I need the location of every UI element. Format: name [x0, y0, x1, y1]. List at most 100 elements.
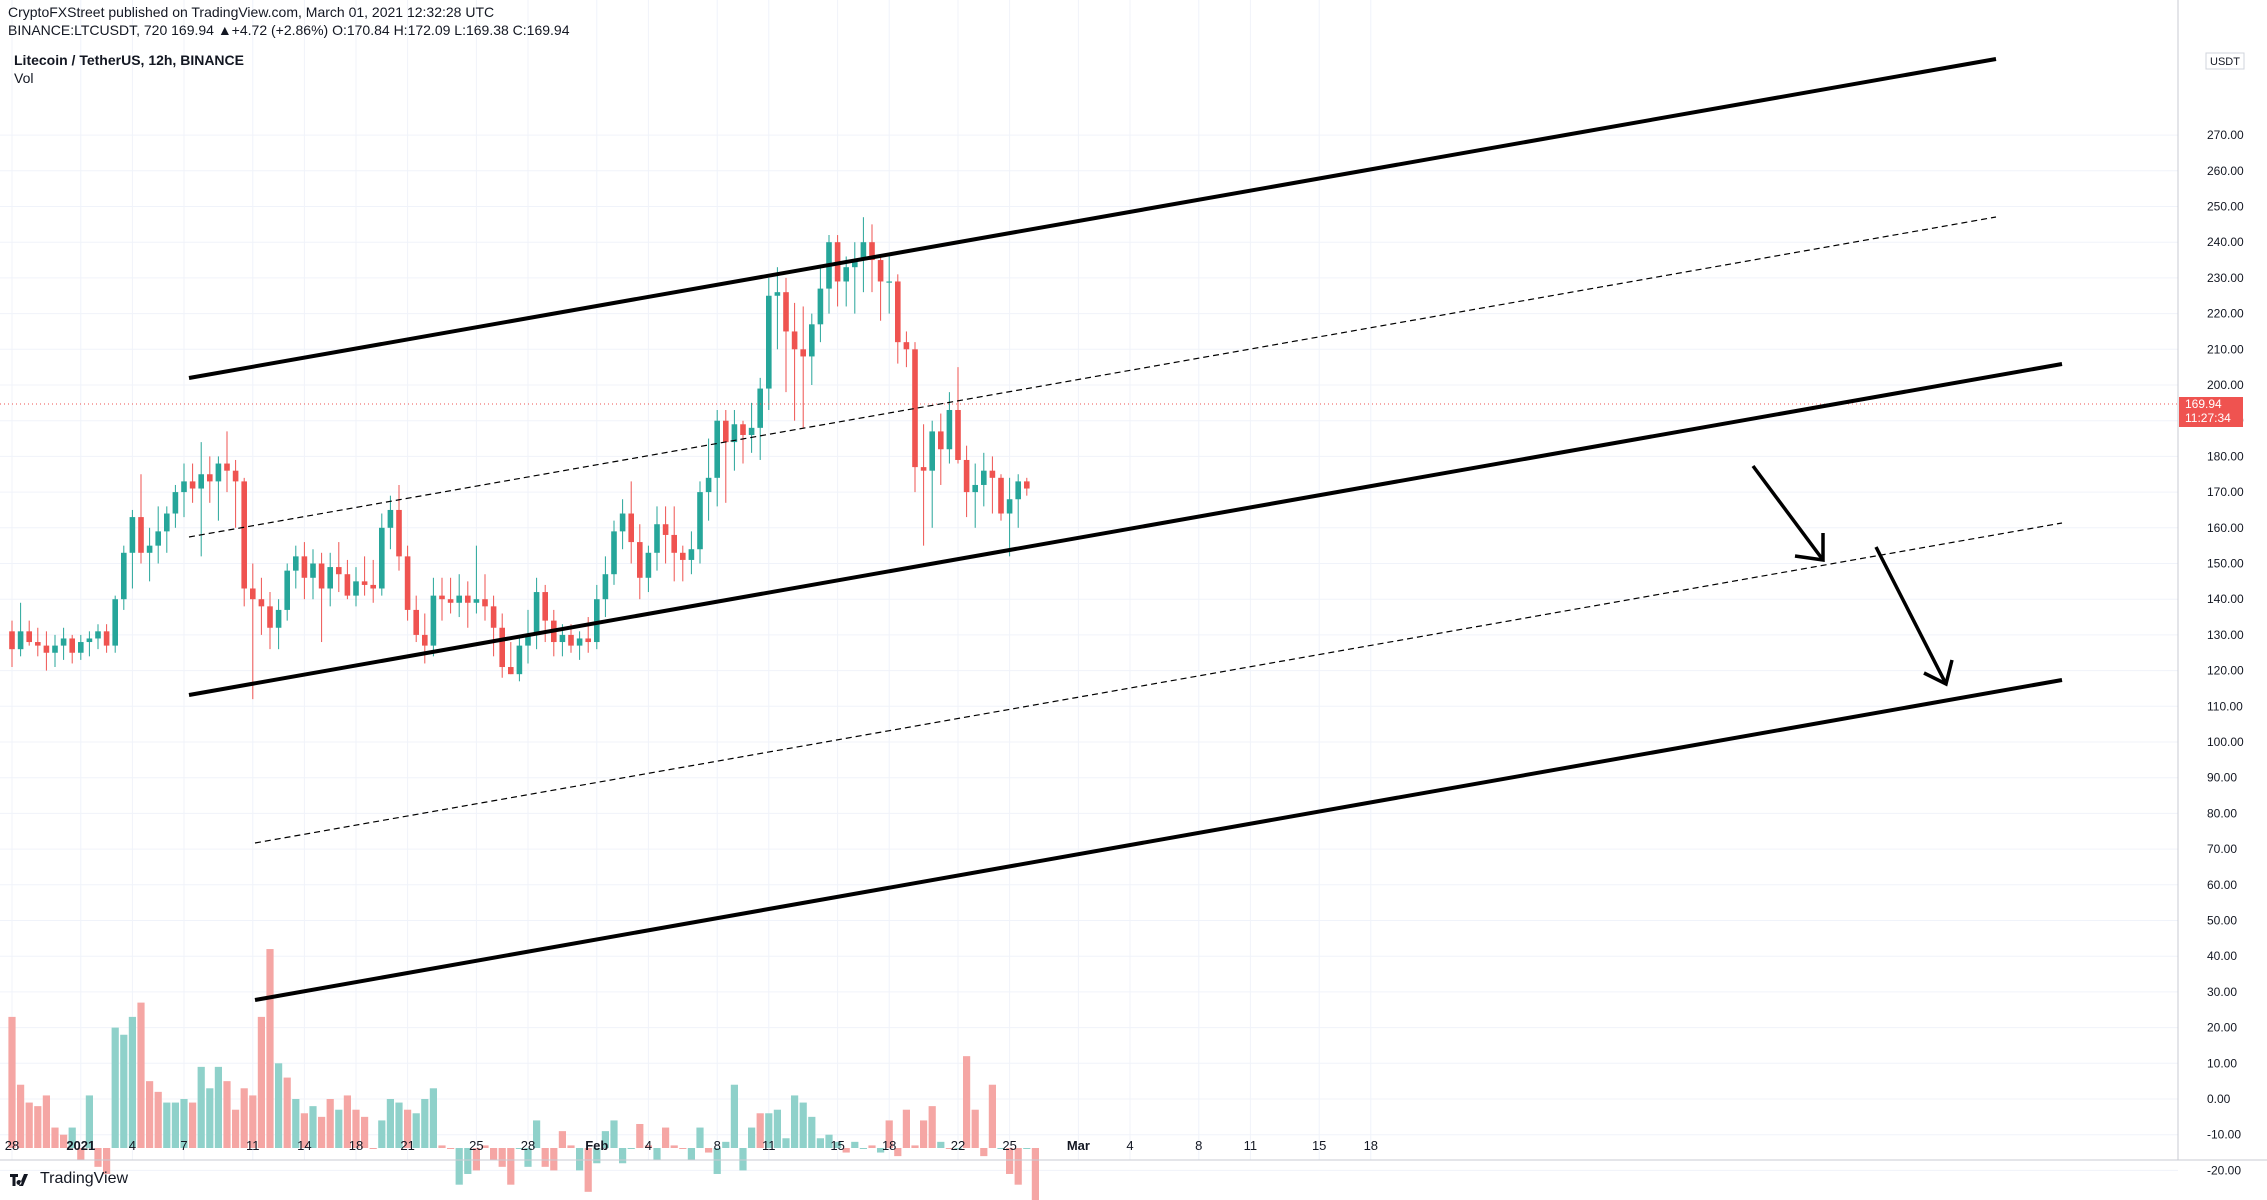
volume-bar — [343, 1095, 351, 1148]
volume-bar — [610, 1120, 618, 1148]
candle — [576, 631, 583, 660]
volume-bar — [533, 1120, 541, 1148]
candle — [757, 377, 763, 460]
candle — [301, 542, 308, 600]
tradingview-logo[interactable]: TradingView — [10, 1170, 128, 1188]
volume-bar — [206, 1088, 214, 1148]
volume-bar — [911, 1145, 919, 1148]
candle-body — [327, 567, 333, 589]
price-tick-label: 250.00 — [2207, 200, 2244, 214]
candle — [602, 556, 609, 618]
candle — [594, 584, 600, 650]
candle — [172, 484, 179, 528]
candle — [499, 613, 505, 678]
candle-body — [860, 242, 867, 261]
time-tick-label: 11 — [1244, 1138, 1258, 1153]
candle — [473, 545, 480, 614]
volume-bar — [386, 1099, 394, 1148]
candle — [697, 481, 703, 564]
price-tick-label: 50.00 — [2207, 914, 2237, 928]
volume-bar — [421, 1099, 429, 1148]
volume-bar — [146, 1081, 154, 1148]
candle-body — [121, 552, 127, 600]
candle-body — [241, 481, 247, 589]
candle — [267, 592, 273, 650]
volume-bars — [8, 949, 1039, 1200]
volume-bar — [8, 1016, 16, 1148]
candle-body — [783, 292, 789, 332]
time-tick-label: 25 — [469, 1138, 483, 1153]
volume-bar — [1006, 1148, 1014, 1174]
time-tick-label: 28 — [5, 1138, 19, 1153]
volume-bar — [748, 1127, 756, 1148]
price-axis-unit-label: USDT — [2210, 56, 2240, 68]
volume-bar — [60, 1134, 68, 1148]
volume-legend[interactable]: Vol — [14, 70, 33, 86]
candle-body — [172, 492, 179, 514]
candle-body — [344, 574, 351, 596]
candle — [310, 549, 316, 600]
candle — [714, 409, 720, 507]
candle-body — [852, 260, 858, 268]
time-tick-label: 15 — [1312, 1138, 1326, 1153]
candle — [903, 331, 910, 368]
volume-bar — [885, 1120, 893, 1148]
volume-bar — [593, 1148, 601, 1164]
projection-arrowhead-2 — [1923, 659, 1954, 687]
candle — [284, 563, 290, 621]
time-tick-label: 28 — [521, 1138, 535, 1153]
time-tick-label: 18 — [349, 1138, 363, 1153]
time-tick-label: 14 — [297, 1138, 311, 1153]
ohlc-readout: BINANCE:LTCUSDT, 720 169.94 ▲+4.72 (+2.8… — [8, 22, 570, 38]
candle-body — [473, 599, 480, 603]
candle-body — [422, 634, 428, 646]
price-tick-label: 120.00 — [2207, 664, 2244, 678]
candle-body — [757, 388, 763, 428]
channel-lower-line — [254, 678, 2063, 1002]
volume-bar — [300, 1113, 308, 1148]
volume-bar — [412, 1113, 420, 1148]
candle-body — [869, 242, 875, 261]
candle — [671, 506, 677, 582]
candle — [912, 342, 918, 493]
candle-body — [103, 631, 110, 646]
candle-body — [533, 592, 540, 635]
candle — [860, 217, 867, 293]
volume-bar — [773, 1109, 781, 1148]
candle — [258, 577, 265, 635]
symbol-legend[interactable]: Litecoin / TetherUS, 12h, BINANCE — [14, 52, 244, 68]
candle — [705, 438, 712, 521]
price-tick-label: 40.00 — [2207, 949, 2237, 963]
candle-body — [318, 563, 325, 589]
volume-bar — [808, 1116, 816, 1148]
candle — [662, 506, 669, 564]
candle — [138, 474, 144, 564]
volume-bar — [713, 1148, 721, 1174]
candle — [886, 256, 892, 314]
volume-bar — [455, 1148, 463, 1185]
candle — [361, 556, 368, 596]
candle — [766, 277, 772, 410]
candle — [1015, 474, 1021, 528]
channel-upper-midline — [188, 216, 1997, 538]
volume-bar — [825, 1134, 833, 1148]
volume-text: Vol — [14, 70, 34, 86]
candle-body — [697, 492, 703, 550]
bar-countdown: 11:27:34 — [2185, 411, 2231, 425]
candle-body — [568, 634, 574, 646]
volume-bar — [576, 1148, 584, 1171]
candle-body — [748, 427, 755, 435]
candle — [164, 506, 170, 553]
publish-text: CryptoFXStreet published on TradingView.… — [8, 4, 495, 20]
candle-body — [293, 556, 299, 571]
candle — [86, 631, 93, 657]
volume-bar — [558, 1131, 566, 1148]
candle-body — [112, 599, 118, 646]
candle — [293, 545, 299, 589]
candle — [981, 452, 987, 507]
volume-bar — [902, 1109, 910, 1148]
candle-body — [619, 513, 626, 532]
candle — [52, 634, 58, 668]
volume-bar — [120, 1034, 128, 1148]
